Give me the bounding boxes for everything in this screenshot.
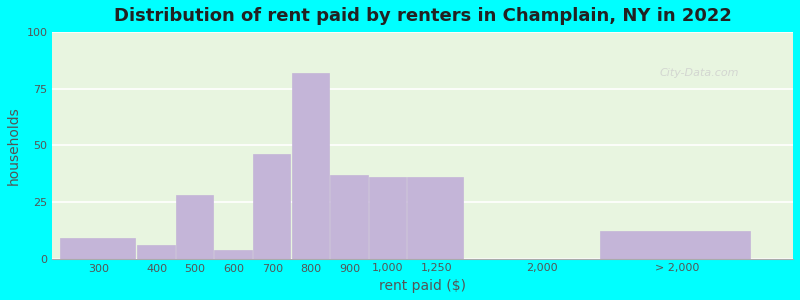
Bar xyxy=(253,154,290,259)
Bar xyxy=(369,177,406,259)
Bar xyxy=(330,175,367,259)
Text: City-Data.com: City-Data.com xyxy=(660,68,739,78)
Bar xyxy=(407,177,463,259)
Bar xyxy=(214,250,252,259)
Bar xyxy=(291,73,329,259)
Bar xyxy=(176,195,214,259)
Y-axis label: households: households xyxy=(7,106,21,185)
Bar xyxy=(600,231,750,259)
X-axis label: rent paid ($): rent paid ($) xyxy=(379,279,466,293)
Title: Distribution of rent paid by renters in Champlain, NY in 2022: Distribution of rent paid by renters in … xyxy=(114,7,732,25)
Bar xyxy=(138,245,174,259)
Bar xyxy=(60,238,135,259)
